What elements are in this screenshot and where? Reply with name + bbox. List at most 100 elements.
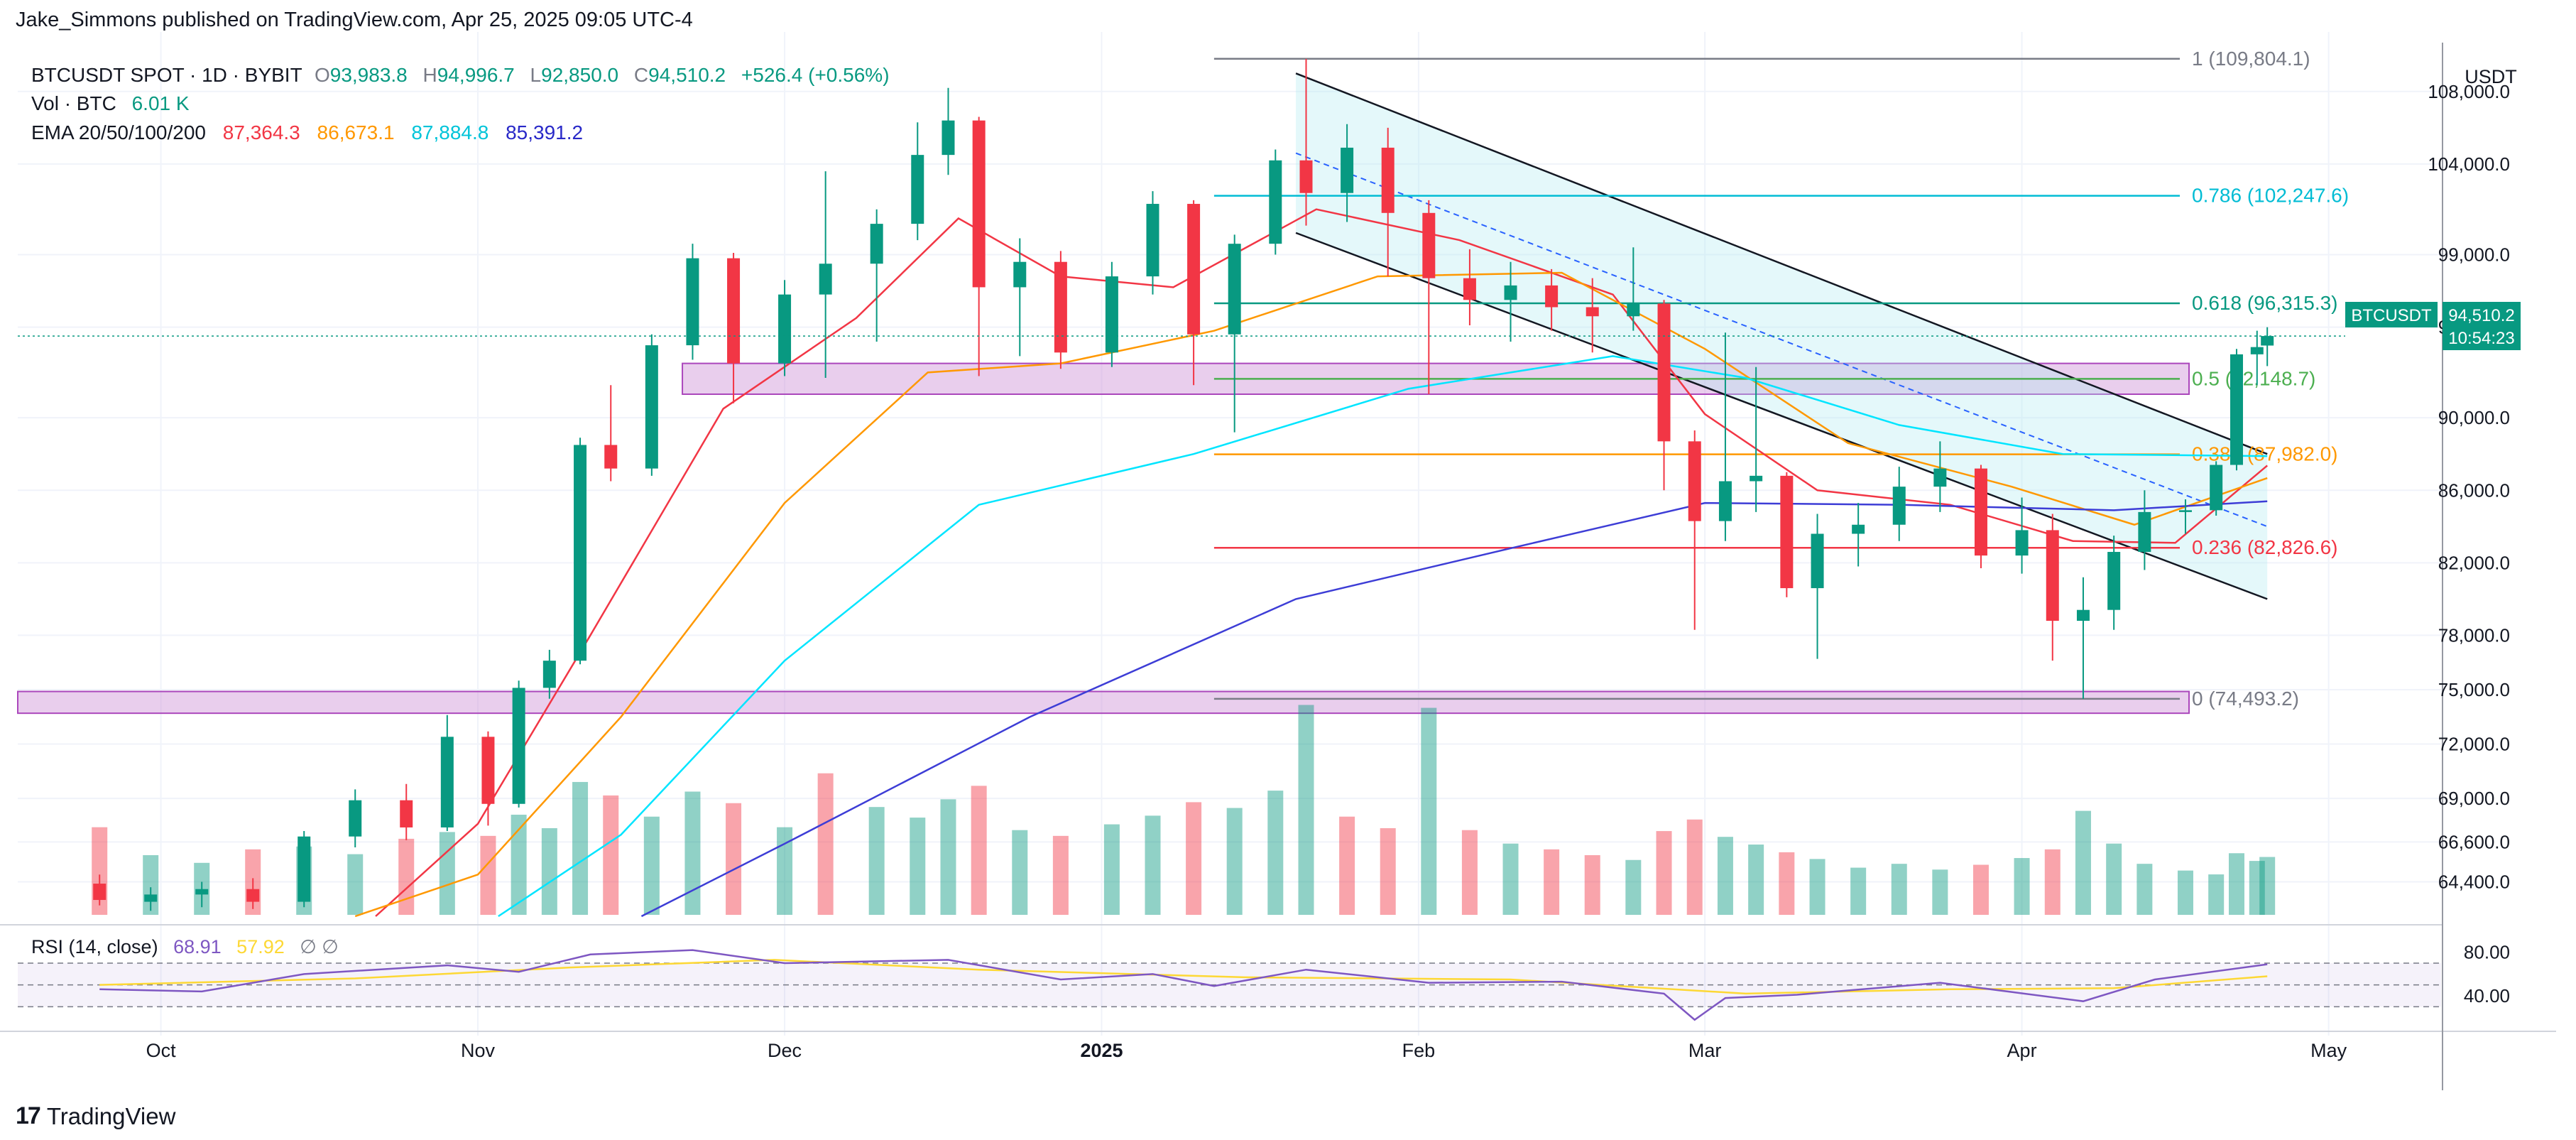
volume-bar [1972,864,1989,915]
ema-line [498,355,2268,918]
svg-text:BTCUSDT SPOT · 1D · BYBIT: BTCUSDT SPOT · 1D · BYBIT O93,983.8 H94,… [31,64,890,86]
price-tick-label: 64,400.0 [2438,872,2510,893]
candle-body [1750,475,1763,482]
brand-footer[interactable]: 17 TradingView [16,1102,175,1130]
time-tick-label: Mar [1688,1040,1722,1061]
candle-body [1013,261,1027,288]
rsi-pane[interactable] [18,949,2441,1021]
candle-body [574,445,587,661]
volume-bar [1380,828,1396,915]
volume-bar [2208,874,2225,915]
volume-bar [480,835,496,915]
volume-bar [726,803,742,915]
candle-body [1718,481,1732,521]
fib-label-0.236: 0.236 (82,826.6) [2192,536,2338,558]
legend-open: 93,983.8 [330,64,408,86]
candle-body [1974,468,1987,556]
volume-bar [1625,859,1642,915]
candle-body [2015,530,2029,556]
price-tick-label: 66,600.0 [2438,831,2510,852]
volume-bar [643,816,660,915]
volume-bar [2177,870,2193,915]
candle-body [440,737,454,827]
volume-bar [1103,824,1120,915]
publisher-line: Jake_Simmons published on TradingView.co… [16,9,693,31]
price-tick-label: 86,000.0 [2438,479,2510,501]
volume-bar [1226,808,1243,915]
volume-bar [603,795,619,915]
candle-body [1811,533,1824,589]
support-zone [17,690,2190,715]
candle-body [93,884,107,901]
candle-body [1381,147,1395,213]
candle-body [1627,303,1640,317]
volume-bar [1145,815,1161,915]
fib-label-0.786: 0.786 (102,247.6) [2192,185,2349,207]
volume-bar [940,799,956,915]
time-tick-label: Dec [768,1040,802,1061]
volume-bar [1339,816,1355,915]
tradingview-logo-icon: 17 [16,1102,41,1129]
legend-rsi-extra: ∅ ∅ [300,936,339,957]
volume-bar [817,773,834,915]
candle-body [1422,212,1436,278]
candle-body [481,737,495,804]
channel-upper-line [1295,72,2268,455]
fib-label-0.382: 0.382 (87,982.0) [2192,443,2338,465]
time-tick-label: Apr [2007,1040,2037,1061]
volume-bar [2106,843,2122,915]
legend-rsi-label: RSI (14, close) [31,936,158,957]
volume-bar [2075,810,2091,915]
rsi-tick-label: 40.00 [2464,985,2510,1006]
candle-body [1586,307,1599,317]
last-price-symbol: BTCUSDT [2351,306,2432,325]
candle-body [512,688,525,804]
legend-ema20: 87,364.3 [223,121,300,143]
volume-bar [439,832,455,915]
legend-close: 94,510.2 [648,64,726,86]
legend: BTCUSDT SPOT · 1D · BYBIT O93,983.8 H94,… [31,64,890,957]
time-tick-label: Nov [461,1040,496,1061]
last-price-label: BTCUSDT 94,510.2 10:54:23 [2345,302,2521,350]
price-tick-label: 72,000.0 [2438,734,2510,755]
candle-body [542,661,556,688]
ema-line [640,500,2268,918]
svg-text:RSI (14, close) 68.91: RSI (14, close) 68.91 57.92 ∅ ∅ [31,936,339,957]
fib-label-0.618: 0.618 (96,315.3) [2192,292,2338,314]
volume-bar [2228,853,2244,915]
candle-body [645,345,658,469]
descending-channel[interactable] [1295,72,2268,600]
candle-body [870,224,883,264]
last-price-countdown: 10:54:23 [2448,329,2514,348]
candle-body [1504,285,1517,300]
candle-body [2250,347,2264,354]
price-tick-label: 104,000.0 [2428,153,2510,175]
price-tick-label: 108,000.0 [2428,81,2510,102]
candle-body [972,120,986,288]
legend-low: 92,850.0 [541,64,618,86]
candle-body [1341,147,1354,193]
price-tick-label: 90,000.0 [2438,407,2510,428]
volume-bar [572,781,589,915]
fib-label-1: 1 (109,804.1) [2192,48,2310,70]
volume-bar [971,786,987,915]
volume-bar [1850,867,1867,915]
candle-body [349,800,362,837]
fibonacci-retracement[interactable]: 1 (109,804.1) 0.786 (102,247.6) 0.618 (96,… [1213,48,2349,710]
price-tick-label: 78,000.0 [2438,624,2510,646]
candle-body [1852,524,1865,534]
legend-change: +526.4 (+0.56%) [741,64,890,86]
price-tick-label: 69,000.0 [2438,788,2510,809]
rsi-line [99,949,2268,1021]
volume-bar [347,854,364,915]
candle-body [1657,303,1671,442]
candle-body [1054,261,1067,353]
candle-body [2178,510,2192,512]
candle-body [2107,552,2121,610]
fib-label-0: 0 (74,493.2) [2192,688,2299,710]
candle-body [1228,244,1241,335]
candle-body [1933,468,1947,487]
candle-body [942,120,955,156]
fib-label-0.5: 0.5 (92,148.7) [2192,367,2315,389]
